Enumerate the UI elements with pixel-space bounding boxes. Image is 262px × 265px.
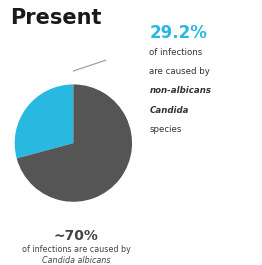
- Text: Candida: Candida: [149, 106, 189, 115]
- Text: of infections: of infections: [149, 48, 203, 57]
- Text: Candida albicans: Candida albicans: [42, 256, 110, 265]
- Text: non-albicans: non-albicans: [149, 86, 211, 95]
- Wedge shape: [15, 85, 73, 158]
- Wedge shape: [17, 85, 132, 202]
- Text: are caused by: are caused by: [149, 67, 210, 76]
- Text: 29.2%: 29.2%: [149, 24, 207, 42]
- Text: species: species: [149, 125, 182, 134]
- Text: Present: Present: [10, 8, 102, 28]
- Text: of infections are caused by: of infections are caused by: [21, 245, 130, 254]
- Text: ~70%: ~70%: [53, 229, 99, 243]
